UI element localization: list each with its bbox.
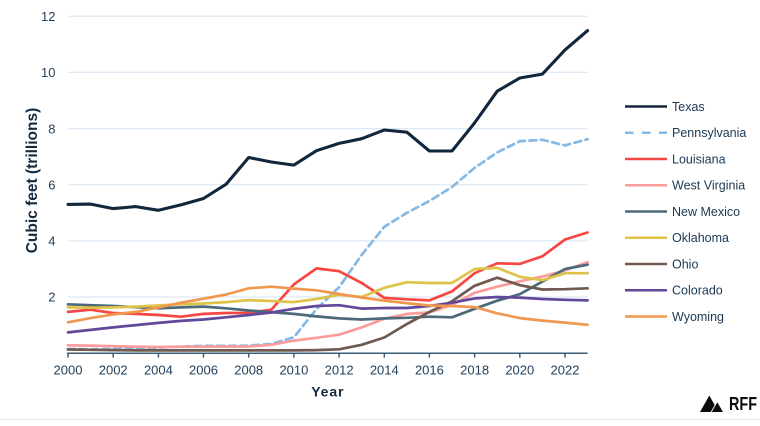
svg-text:2022: 2022 xyxy=(551,363,580,378)
svg-text:2020: 2020 xyxy=(505,363,534,378)
svg-text:Cubic feet (trillions): Cubic feet (trillions) xyxy=(24,108,41,254)
svg-text:2014: 2014 xyxy=(370,363,399,378)
svg-text:2000: 2000 xyxy=(54,363,83,378)
svg-text:Texas: Texas xyxy=(672,100,705,114)
svg-text:Oklahoma: Oklahoma xyxy=(672,231,729,245)
svg-text:Louisiana: Louisiana xyxy=(672,152,726,166)
svg-text:Ohio: Ohio xyxy=(672,257,698,271)
svg-text:2012: 2012 xyxy=(325,363,354,378)
svg-text:2: 2 xyxy=(48,290,55,305)
svg-text:10: 10 xyxy=(41,65,55,80)
svg-text:2002: 2002 xyxy=(99,363,128,378)
svg-text:2018: 2018 xyxy=(460,363,489,378)
svg-text:2006: 2006 xyxy=(189,363,218,378)
svg-text:4: 4 xyxy=(48,234,55,249)
svg-text:6: 6 xyxy=(48,177,55,192)
svg-text:2010: 2010 xyxy=(279,363,308,378)
svg-text:Wyoming: Wyoming xyxy=(672,310,724,324)
svg-text:RFF: RFF xyxy=(729,394,757,414)
svg-text:Pennsylvania: Pennsylvania xyxy=(672,126,746,140)
svg-text:8: 8 xyxy=(48,121,55,136)
svg-text:2008: 2008 xyxy=(234,363,263,378)
svg-text:2016: 2016 xyxy=(415,363,444,378)
svg-text:2004: 2004 xyxy=(144,363,173,378)
svg-text:12: 12 xyxy=(41,9,55,24)
svg-text:West Virginia: West Virginia xyxy=(672,179,745,193)
svg-text:Year: Year xyxy=(311,383,344,399)
svg-text:Colorado: Colorado xyxy=(672,284,723,298)
svg-text:New Mexico: New Mexico xyxy=(672,205,740,219)
